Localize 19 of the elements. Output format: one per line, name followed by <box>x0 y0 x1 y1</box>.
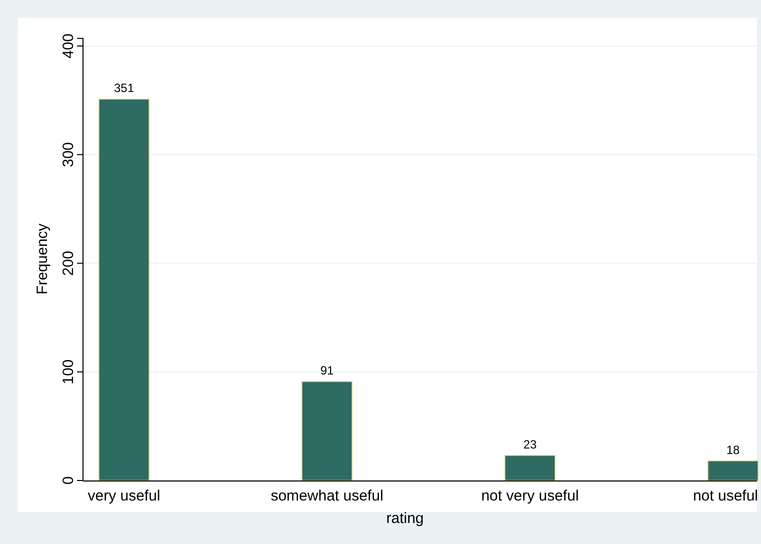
y-tick-label: 0 <box>60 476 77 485</box>
data-label: 18 <box>726 442 740 457</box>
x-tick-label: not very useful <box>481 488 579 504</box>
y-tick-label: 300 <box>60 142 77 168</box>
y-tick-label: 200 <box>60 250 77 276</box>
y-tick-label: 100 <box>60 359 77 384</box>
x-tick-label: not useful <box>692 488 758 504</box>
bar <box>708 460 758 481</box>
bar <box>98 98 150 481</box>
y-tick-label: 400 <box>60 33 77 59</box>
x-axis-title: rating <box>386 510 424 527</box>
y-axis-title: Frequency <box>34 223 51 294</box>
x-tick-label: very useful <box>88 488 160 504</box>
x-tick-label: somewhat useful <box>270 488 384 504</box>
data-label: 91 <box>320 364 334 378</box>
bar <box>504 455 556 481</box>
data-label: 351 <box>114 81 134 96</box>
data-label: 23 <box>523 438 537 452</box>
bar <box>302 381 352 481</box>
